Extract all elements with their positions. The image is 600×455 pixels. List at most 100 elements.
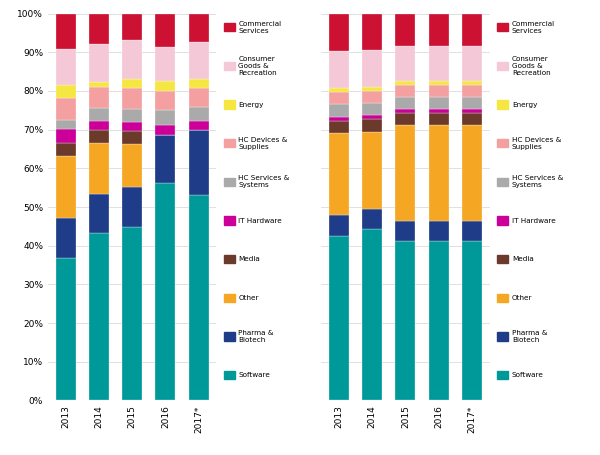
Bar [462, 125, 482, 221]
Bar [122, 14, 142, 40]
Text: Consumer
Goods &
Recreation: Consumer Goods & Recreation [512, 56, 550, 76]
Bar [122, 144, 142, 187]
Bar [429, 46, 449, 81]
Bar [155, 125, 175, 135]
Text: HC Devices &
Supplies: HC Devices & Supplies [512, 136, 561, 150]
Bar [329, 116, 349, 121]
Bar [395, 221, 415, 241]
Bar [462, 97, 482, 109]
Bar [89, 82, 109, 87]
Bar [89, 14, 109, 44]
Bar [56, 156, 76, 218]
Bar [89, 142, 109, 194]
Bar [462, 113, 482, 125]
Bar [362, 91, 382, 103]
Bar [56, 129, 76, 142]
Bar [189, 88, 209, 107]
Bar [329, 104, 349, 116]
Bar [362, 131, 382, 209]
Bar [56, 142, 76, 156]
Bar [122, 109, 142, 122]
Bar [395, 14, 415, 46]
Bar [462, 109, 482, 113]
Bar [122, 131, 142, 144]
Text: Energy: Energy [512, 101, 537, 107]
Bar [189, 41, 209, 79]
Bar [189, 121, 209, 130]
Bar [362, 209, 382, 229]
Bar [362, 14, 382, 51]
Bar [429, 221, 449, 241]
Bar [329, 215, 349, 236]
Bar [56, 98, 76, 120]
Text: Commercial
Services: Commercial Services [512, 20, 555, 34]
Bar [429, 86, 449, 97]
Bar [155, 14, 175, 47]
Bar [429, 125, 449, 221]
Bar [462, 46, 482, 81]
Bar [155, 135, 175, 183]
Bar [462, 81, 482, 86]
Bar [189, 130, 209, 195]
Bar [329, 51, 349, 88]
Bar [429, 113, 449, 125]
Text: Media: Media [238, 256, 260, 262]
Text: HC Services &
Systems: HC Services & Systems [238, 175, 290, 188]
Bar [56, 14, 76, 49]
Bar [429, 14, 449, 46]
Text: Pharma &
Biotech: Pharma & Biotech [512, 330, 547, 343]
Bar [89, 44, 109, 82]
Bar [329, 92, 349, 104]
Bar [189, 79, 209, 88]
Bar [329, 133, 349, 215]
Text: IT Hardware: IT Hardware [512, 217, 556, 223]
Bar [362, 116, 382, 120]
Bar [462, 86, 482, 97]
Bar [155, 110, 175, 125]
Bar [362, 51, 382, 87]
Bar [89, 194, 109, 233]
Text: Software: Software [238, 372, 271, 378]
Bar [89, 121, 109, 130]
Text: HC Services &
Systems: HC Services & Systems [512, 175, 563, 188]
Bar [462, 221, 482, 241]
Bar [155, 183, 175, 400]
Bar [395, 97, 415, 109]
Bar [462, 14, 482, 46]
Text: Other: Other [512, 295, 532, 301]
Bar [89, 233, 109, 400]
Bar [362, 103, 382, 116]
Bar [189, 107, 209, 121]
Bar [429, 241, 449, 400]
Bar [56, 120, 76, 129]
Text: Software: Software [512, 372, 544, 378]
Bar [362, 120, 382, 131]
Bar [329, 236, 349, 400]
Bar [329, 121, 349, 133]
Bar [122, 79, 142, 87]
Bar [56, 49, 76, 85]
Text: IT Hardware: IT Hardware [238, 217, 282, 223]
Text: Energy: Energy [238, 101, 264, 107]
Bar [155, 91, 175, 110]
Bar [462, 241, 482, 400]
Bar [395, 46, 415, 81]
Text: Pharma &
Biotech: Pharma & Biotech [238, 330, 274, 343]
Text: Media: Media [512, 256, 533, 262]
Bar [89, 108, 109, 121]
Bar [89, 87, 109, 108]
Bar [56, 218, 76, 258]
Bar [122, 40, 142, 79]
Bar [395, 113, 415, 125]
Bar [189, 14, 209, 41]
Bar [89, 130, 109, 142]
Bar [155, 81, 175, 91]
Bar [429, 81, 449, 86]
Bar [395, 81, 415, 86]
Text: Other: Other [238, 295, 259, 301]
Bar [362, 229, 382, 400]
Bar [395, 86, 415, 97]
Bar [329, 88, 349, 92]
Bar [429, 109, 449, 113]
Bar [122, 227, 142, 400]
